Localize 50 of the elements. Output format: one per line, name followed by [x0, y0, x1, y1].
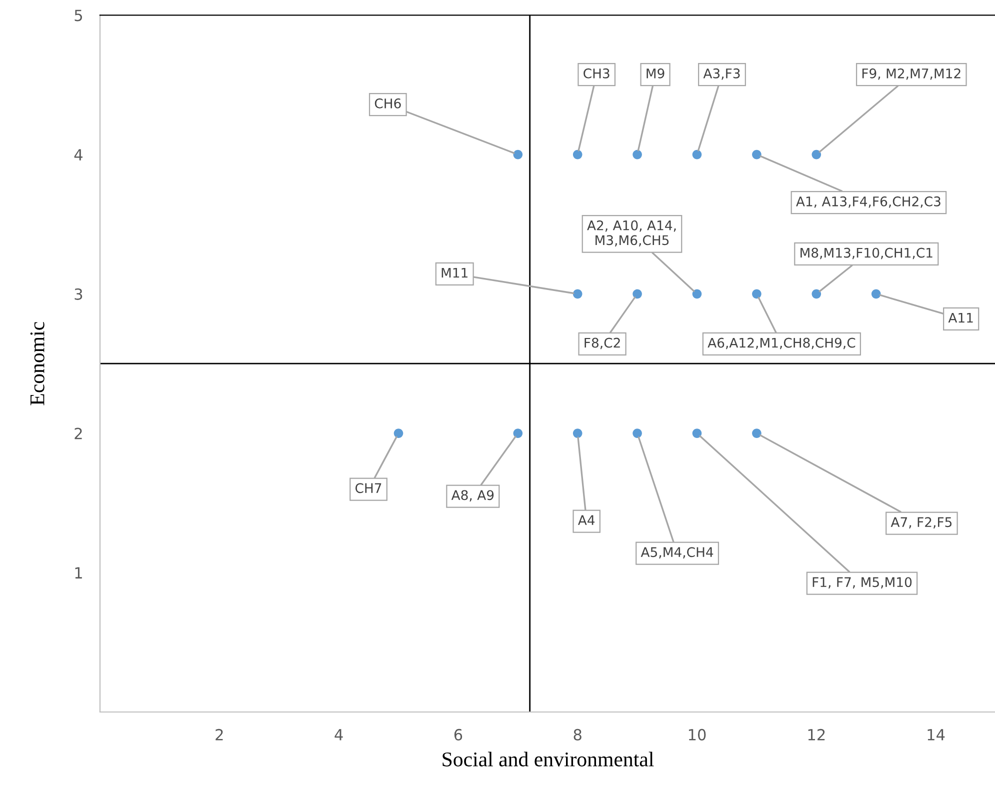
- x-axis-title: Social and environmental: [442, 752, 654, 766]
- annotation: A1, A13,F4,F6,CH2,C3: [796, 196, 940, 208]
- point: [572, 428, 582, 438]
- point: [871, 289, 881, 299]
- y-axis-title: Economic: [30, 322, 44, 406]
- point: [752, 150, 762, 160]
- x-tick-label: 4: [334, 729, 343, 740]
- annotation: M11: [442, 268, 468, 278]
- point: [692, 428, 702, 438]
- annotation: CH7: [355, 483, 382, 494]
- annotation: A3,F3: [703, 68, 740, 80]
- y-tick-label: 2: [74, 428, 82, 440]
- annotation: M9: [646, 68, 664, 78]
- point: [394, 428, 404, 438]
- annotation: A4: [578, 515, 595, 525]
- point: [513, 428, 523, 438]
- x-tick-label: 8: [574, 728, 582, 740]
- x-tick-label: 10: [688, 728, 706, 740]
- point: [812, 289, 822, 299]
- y-tick-label: 3: [74, 288, 82, 300]
- point: [692, 150, 702, 160]
- point: [632, 428, 642, 438]
- x-tick-label: 12: [808, 728, 825, 740]
- x-tick-label: 14: [928, 729, 945, 740]
- x-tick-label: 2: [216, 728, 223, 740]
- annotation: M8,M13,F10,CH1,C1: [800, 248, 932, 260]
- annotation: A8, A9: [451, 490, 494, 502]
- y-tick-label: 4: [74, 149, 82, 160]
- point: [572, 150, 582, 160]
- x-tick-label: 6: [454, 728, 462, 740]
- annotation: CH3: [584, 68, 610, 78]
- point: [812, 150, 822, 160]
- y-tick-label: 5: [74, 10, 82, 22]
- annotation: F1, F7, M5,M10: [812, 577, 912, 588]
- annotation: A7, F2,F5: [890, 517, 952, 528]
- annotation: A5,M4,CH4: [640, 547, 714, 558]
- annotation: A2, A10, A14, M3,M6,CH5: [587, 220, 676, 246]
- annotation: A11: [948, 312, 973, 323]
- point: [632, 150, 642, 160]
- point: [632, 289, 642, 299]
- point: [692, 289, 702, 299]
- annotation: F8,C2: [584, 338, 620, 350]
- annotation: CH6: [374, 98, 401, 108]
- point: [572, 289, 582, 299]
- annotation: A6,A12,M1,CH8,CH9,C: [708, 338, 856, 350]
- point: [752, 428, 762, 438]
- point: [513, 150, 523, 160]
- annotation: F9, M2,M7,M12: [862, 68, 960, 80]
- y-tick-label: 1: [75, 567, 82, 578]
- point: [752, 289, 762, 299]
